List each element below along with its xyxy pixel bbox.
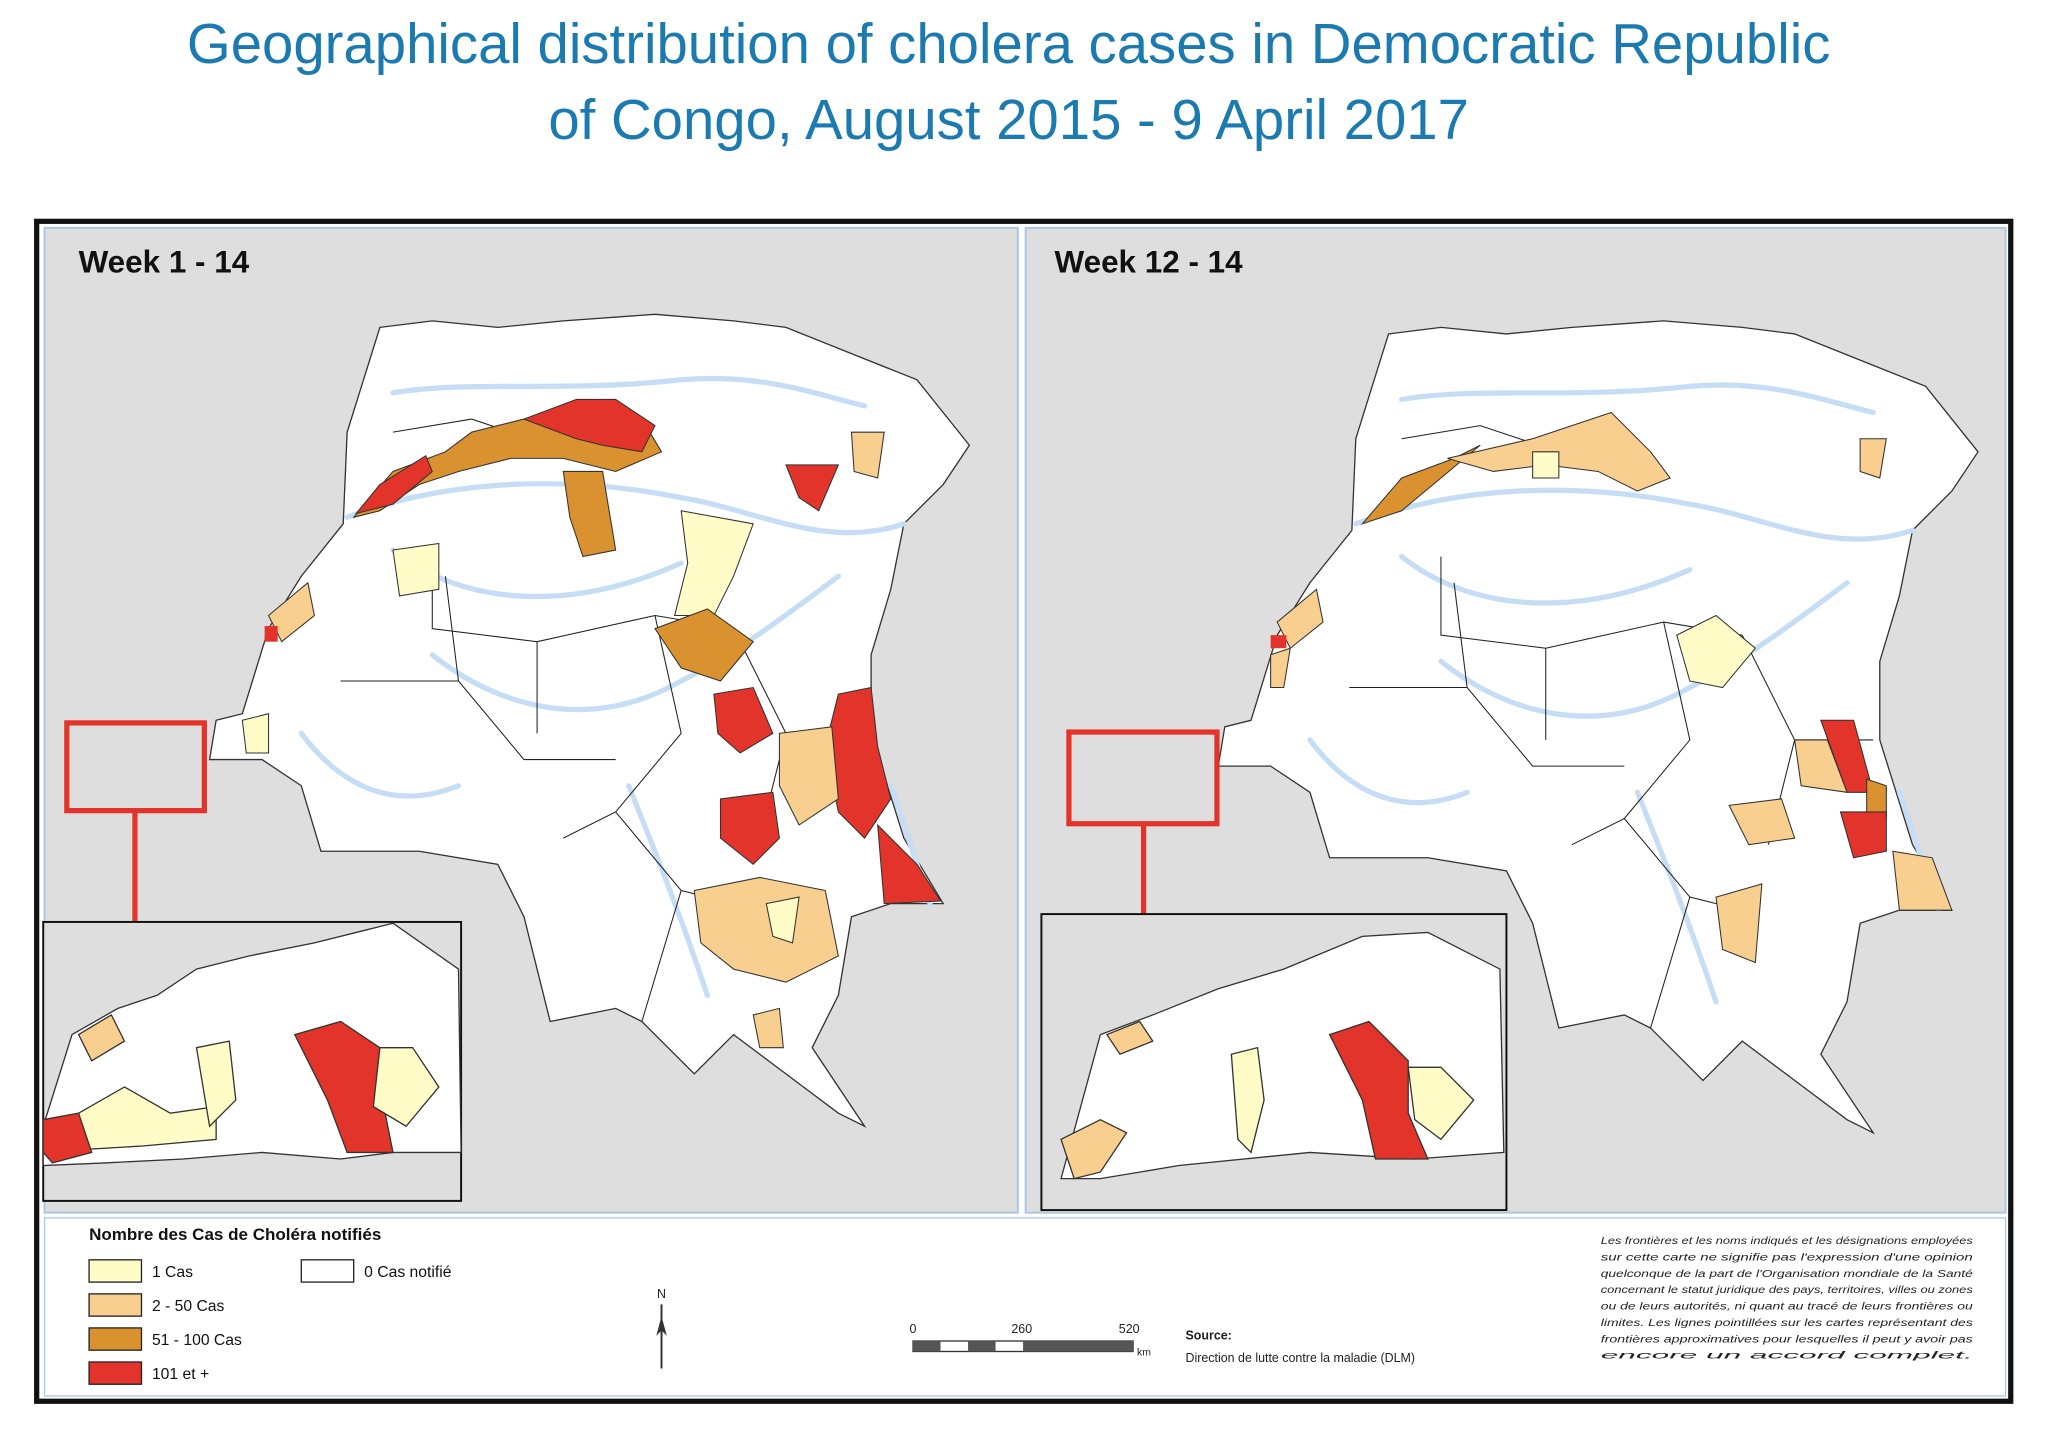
source-label: Source: — [1186, 1329, 1232, 1343]
scale-label: 260 — [1011, 1322, 1032, 1336]
legend-swatch — [300, 1259, 355, 1283]
north-arrow: N — [656, 1287, 667, 1369]
inset-map — [1040, 913, 1508, 1212]
north-label: N — [657, 1287, 666, 1301]
disclaimer-line: Les frontières et les noms indiqués et l… — [1601, 1236, 1973, 1247]
scale-bar: 0 260 520 km — [910, 1322, 1152, 1358]
legend-label: 2 - 50 Cas — [152, 1298, 225, 1315]
legend-swatch — [88, 1259, 143, 1283]
legend-swatch — [88, 1361, 143, 1385]
panel-label: Week 12 - 14 — [1055, 244, 1244, 279]
scale-label: 520 — [1119, 1322, 1140, 1336]
disclaimer-line: frontières approximatives pour lesquelle… — [1601, 1334, 1973, 1345]
panel-label: Week 1 - 14 — [79, 244, 250, 279]
title-line: Geographical distribution of cholera cas… — [187, 12, 1830, 75]
inset-map — [42, 920, 463, 1202]
disclaimer-line: sur cette carte ne signifie pas l'expres… — [1601, 1252, 1974, 1263]
country-map — [1217, 320, 1979, 1134]
disclaimer-line: quelconque de la part de l'Organisation … — [1601, 1269, 1974, 1280]
disclaimer-line: concernant le statut juridique des pays,… — [1601, 1285, 1973, 1296]
disclaimer-line: ou de leurs autorités, ni quant au tracé… — [1601, 1302, 1974, 1313]
legend-label: 1 Cas — [152, 1264, 193, 1281]
country-map — [208, 313, 971, 1127]
scale-label: 0 — [910, 1322, 917, 1336]
disclaimer: Les frontières et les noms indiqués et l… — [1601, 1236, 1974, 1362]
legend-label: 51 - 100 Cas — [152, 1332, 242, 1349]
legend-panel — [43, 1217, 2007, 1397]
legend-swatch — [88, 1293, 143, 1317]
legend-label: 0 Cas notifié — [364, 1264, 452, 1281]
legend-swatch — [88, 1327, 143, 1351]
disclaimer-line: encore un accord complet. — [1601, 1351, 1973, 1362]
legend-label: 101 et + — [152, 1366, 209, 1383]
legend-title: Nombre des Cas de Choléra notifiés — [89, 1225, 381, 1244]
title-line: of Congo, August 2015 - 9 April 2017 — [548, 88, 1469, 151]
legend: 1 Cas 2 - 50 Cas 51 - 100 Cas 101 et + 0 Cas… — [88, 1259, 452, 1385]
source-text: Direction de lutte contre la maladie (DL… — [1186, 1351, 1416, 1365]
scale-unit: km — [1137, 1347, 1151, 1358]
disclaimer-line: limites. Les lignes pointillées sur les … — [1601, 1318, 1973, 1329]
